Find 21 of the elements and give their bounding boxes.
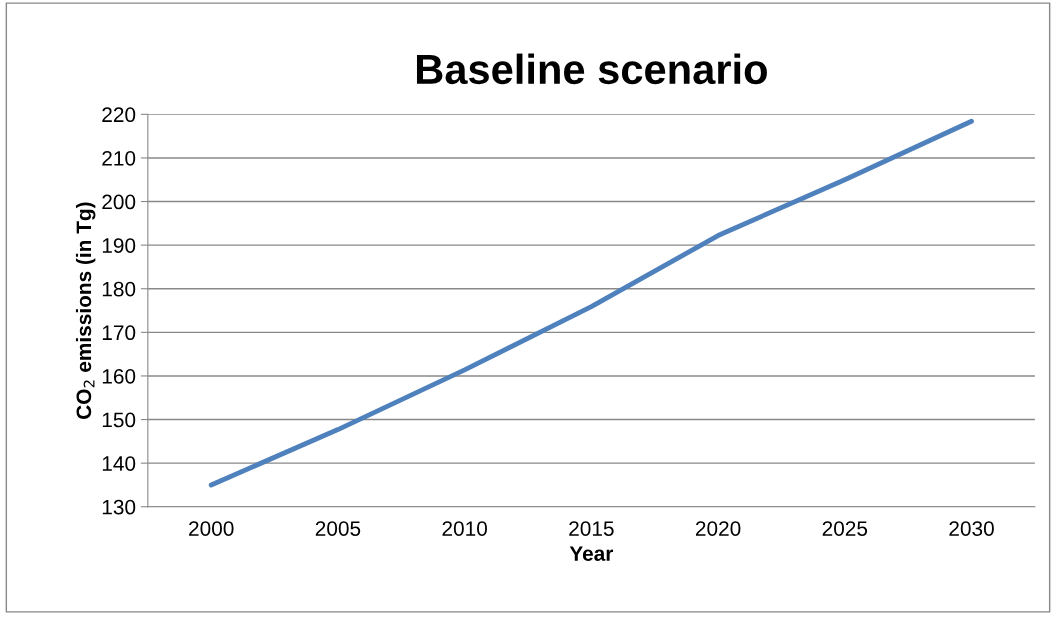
chart-title: Baseline scenario bbox=[416, 53, 767, 85]
y-tick-label: 150 bbox=[102, 412, 136, 428]
x-tick-label: 2015 bbox=[569, 521, 614, 536]
x-axis-title: Year bbox=[569, 546, 614, 561]
x-tick-label: 2010 bbox=[442, 521, 487, 536]
y-tick-label: 140 bbox=[102, 456, 136, 471]
y-tick-label: 220 bbox=[102, 107, 136, 123]
y-tick-label: 190 bbox=[102, 238, 136, 253]
x-tick-label: 2030 bbox=[949, 521, 994, 536]
x-tick-label: 2005 bbox=[315, 521, 361, 536]
y-tick-label: 210 bbox=[102, 150, 136, 166]
y-tick-label: 180 bbox=[102, 281, 136, 297]
y-tick-label: 130 bbox=[102, 499, 136, 515]
y-tick-label: 160 bbox=[102, 368, 136, 384]
x-tick-label: 2020 bbox=[695, 521, 741, 536]
x-tick-label: 2025 bbox=[822, 521, 868, 536]
y-axis-title: CO$_{2}$ emissions (in Tg) bbox=[75, 202, 96, 419]
y-tick-label: 170 bbox=[102, 325, 136, 341]
line-series bbox=[208, 118, 974, 488]
y-tick-label: 200 bbox=[102, 194, 136, 210]
x-tick-label: 2000 bbox=[189, 521, 234, 536]
